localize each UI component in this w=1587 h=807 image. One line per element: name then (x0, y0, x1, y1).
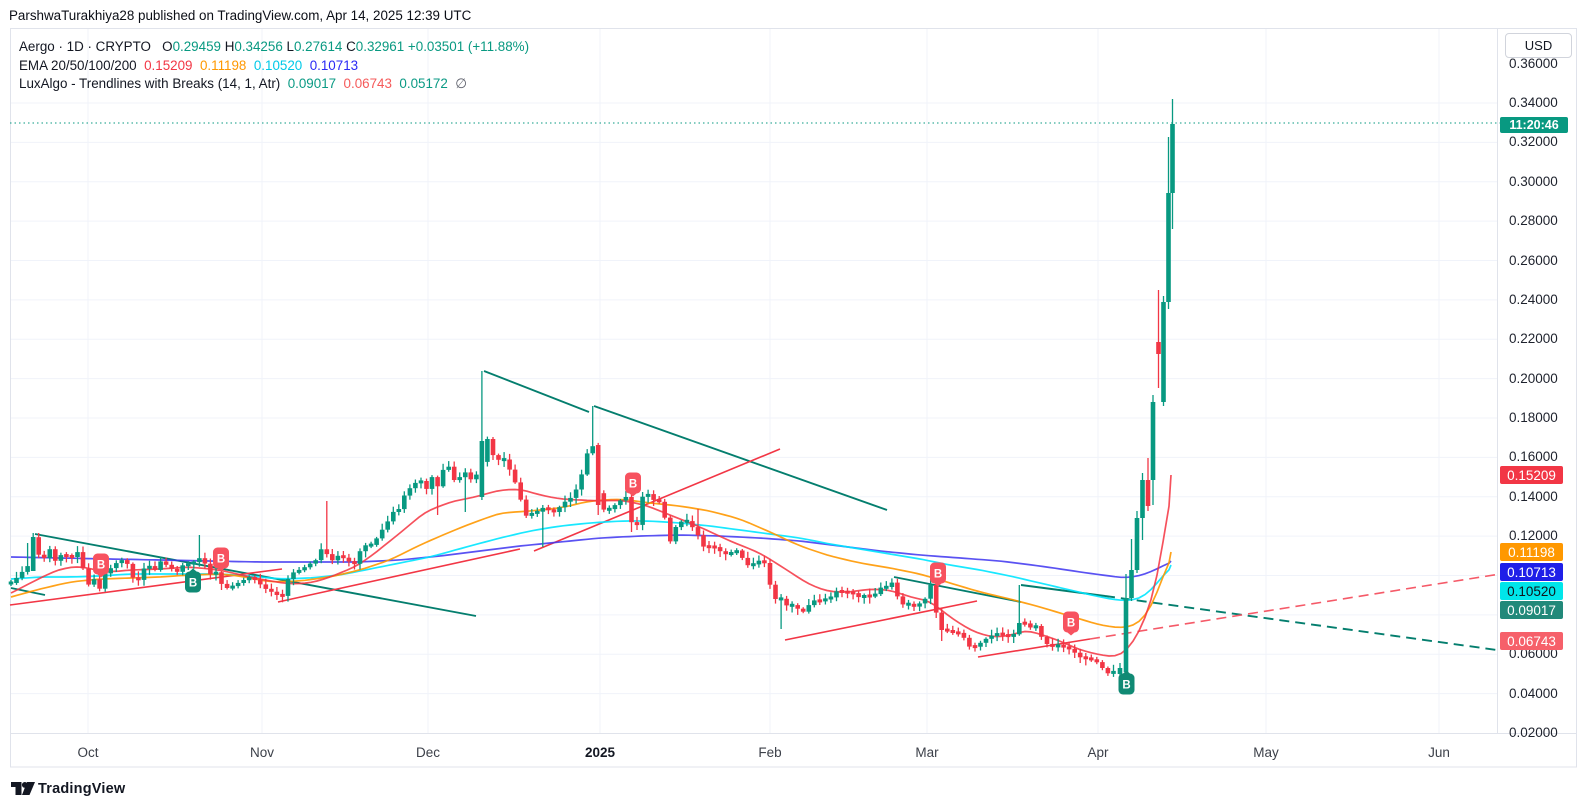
svg-text:B: B (217, 554, 225, 566)
svg-text:B: B (629, 479, 637, 491)
svg-text:B: B (189, 578, 197, 590)
svg-text:B: B (1067, 618, 1075, 630)
svg-text:B: B (934, 569, 942, 581)
svg-text:B: B (97, 560, 105, 572)
svg-text:B: B (1122, 680, 1130, 692)
